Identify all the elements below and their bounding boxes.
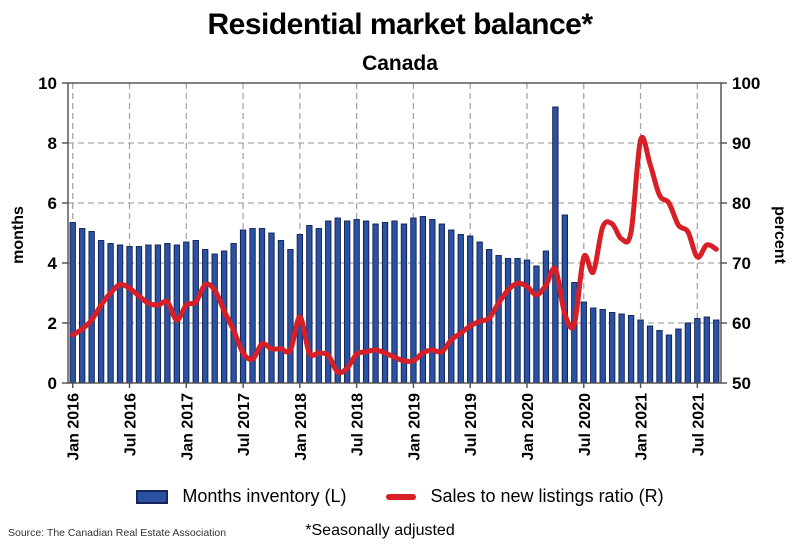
x-tick-label: Jul 2019 [463,393,480,456]
inventory-bar [675,328,682,384]
x-tick-label: Jul 2016 [123,393,140,456]
y-left-tick-label: 2 [48,314,57,333]
y-right-tick-label: 50 [732,374,751,393]
y-right-tick-label: 90 [732,134,751,153]
plot-border [67,82,722,384]
x-tick-label: Jan 2019 [406,393,423,461]
x-tick-label: Jul 2017 [236,393,253,456]
x-tick-label: Jan 2016 [66,393,83,461]
y-right-tick-label: 70 [732,254,751,273]
y-right-tick-label: 80 [732,194,751,213]
inventory-bar [306,225,313,384]
inventory-bar [239,229,247,384]
inventory-bar [495,255,502,384]
y-left-tick-label: 8 [48,134,57,153]
inventory-bar [504,258,512,384]
snlr-line [70,134,719,376]
inventory-bar [656,330,663,384]
inventory-bar [618,313,625,384]
x-tick-label: Jan 2017 [179,393,196,461]
inventory-bar [665,334,673,384]
inventory-bar [164,243,171,384]
chart-title: Residential market balance* [207,8,593,41]
inventory-bar [467,235,474,384]
x-tick-label: Jan 2020 [520,393,537,461]
legend-line-swatch [386,493,417,500]
x-tick-label: Jan 2018 [293,393,310,461]
inventory-bar [533,265,540,384]
inventory-bar [599,309,606,384]
inventory-bar [192,240,199,384]
inventory-bar [457,234,464,384]
inventory-bar [344,220,351,384]
inventory-bar [154,244,162,384]
inventory-bar [126,246,133,384]
x-tick-label: Jul 2018 [350,393,367,456]
inventory-bar [590,307,597,384]
x-tick-label: Jul 2020 [577,393,594,456]
inventory-bar [580,301,587,384]
inventory-bar [637,319,644,384]
legend-bar-label: Months inventory (L) [182,486,347,506]
inventory-bar [230,243,237,384]
inventory-bar [69,222,76,384]
x-tick-label: Jan 2021 [634,393,651,461]
y-left-tick-label: 0 [48,374,57,393]
footnote: *Seasonally adjusted [305,522,455,539]
inventory-bar [429,219,436,384]
inventory-bar [202,249,209,384]
chart-subtitle: Canada [362,52,438,75]
source-note: Source: The Canadian Real Estate Associa… [8,527,227,539]
inventory-bar [145,244,152,384]
inventory-bar [703,316,710,384]
inventory-bar [684,322,692,384]
inventory-bar [419,216,427,384]
inventory-bar [627,315,635,384]
y-right-tick-label: 60 [732,314,751,333]
inventory-bar [79,228,86,384]
inventory-bar [514,258,521,384]
inventory-bar [107,243,114,384]
inventory-bar [646,325,654,384]
x-tick-label: Jul 2021 [690,393,707,456]
inventory-bar [211,253,218,384]
inventory-bar [694,318,701,384]
inventory-bar [334,217,341,384]
inventory-bar [523,259,531,384]
inventory-bar [88,231,95,384]
inventory-bar [362,220,370,384]
legend: Months inventory (L) Sales to new listin… [0,486,800,507]
y-left-tick-label: 10 [38,74,57,93]
inventory-bar [713,319,720,384]
inventory-bar [448,229,455,384]
y-right-tick-label: 100 [732,74,760,93]
legend-bar-swatch [136,489,169,504]
inventory-bar [277,240,285,384]
inventory-bar [609,312,616,384]
inventory-bar [542,250,550,384]
y-left-tick-label: 6 [48,194,57,213]
inventory-bar [135,246,143,384]
inventory-bar [315,228,322,384]
inventory-bar [258,228,266,384]
inventory-bar [381,222,389,384]
inventory-bar [116,244,124,384]
legend-line-label: Sales to new listings ratio (R) [430,486,664,506]
inventory-bar [287,249,294,384]
inventory-bar [552,106,559,384]
inventory-bar [268,232,275,384]
inventory-bar [438,223,445,384]
inventory-bar [296,234,304,384]
y-left-tick-label: 4 [48,254,58,273]
inventory-bar [372,223,379,384]
inventory-bar [476,241,483,384]
